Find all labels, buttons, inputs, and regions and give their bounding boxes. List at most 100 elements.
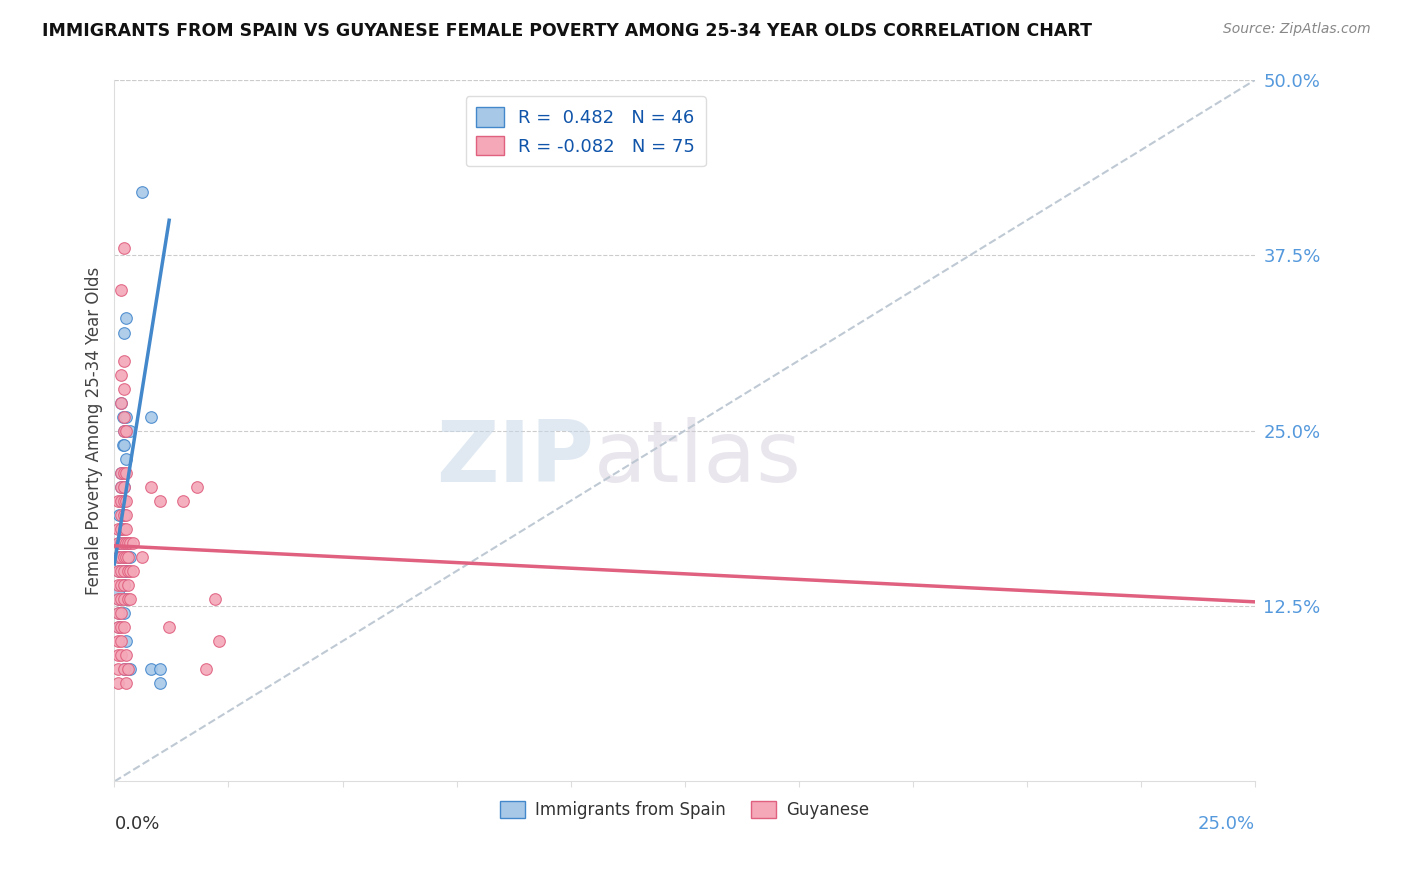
Point (114, 311, 136, 326)
Point (112, 578, 135, 592)
Point (120, 536, 142, 550)
Point (107, 585, 129, 599)
Point (110, 634, 132, 648)
Point (110, 549, 132, 564)
Point (107, 662, 129, 676)
Point (112, 522, 135, 536)
Point (112, 353, 135, 368)
Point (112, 662, 135, 676)
Point (117, 578, 139, 592)
Y-axis label: Female Poverty Among 25-34 Year Olds: Female Poverty Among 25-34 Year Olds (86, 267, 103, 595)
Point (114, 451, 136, 466)
Point (108, 549, 131, 564)
Point (112, 438, 135, 452)
Point (117, 662, 139, 676)
Point (121, 564, 143, 578)
Point (194, 662, 217, 676)
Point (107, 549, 129, 564)
Point (110, 493, 132, 508)
Point (112, 424, 135, 438)
Point (112, 493, 135, 508)
Point (111, 438, 134, 452)
Point (110, 395, 132, 409)
Point (112, 480, 135, 494)
Point (112, 620, 135, 634)
Point (112, 508, 135, 522)
Point (114, 522, 136, 536)
Point (172, 493, 194, 508)
Point (131, 185, 153, 199)
Point (114, 424, 136, 438)
Point (110, 480, 132, 494)
Point (157, 620, 180, 634)
Point (107, 522, 129, 536)
Point (110, 508, 132, 522)
Point (107, 564, 129, 578)
Point (110, 522, 132, 536)
Point (114, 648, 136, 662)
Point (114, 409, 136, 424)
Point (107, 606, 129, 620)
Point (110, 466, 132, 480)
Point (110, 592, 132, 607)
Point (114, 466, 136, 480)
Point (117, 592, 139, 607)
Point (208, 634, 231, 648)
Point (114, 676, 136, 690)
Point (110, 368, 132, 382)
Point (139, 409, 162, 424)
Point (149, 493, 172, 508)
Point (112, 382, 135, 396)
Point (112, 662, 135, 676)
Point (110, 648, 132, 662)
Point (110, 284, 132, 298)
Point (112, 536, 135, 550)
Point (107, 536, 129, 550)
Point (110, 536, 132, 550)
Point (114, 508, 136, 522)
Legend: Immigrants from Spain, Guyanese: Immigrants from Spain, Guyanese (494, 794, 876, 826)
Point (114, 564, 136, 578)
Point (112, 606, 135, 620)
Point (120, 549, 142, 564)
Point (149, 676, 172, 690)
Point (110, 395, 132, 409)
Point (112, 578, 135, 592)
Point (120, 592, 142, 607)
Point (120, 564, 142, 578)
Point (108, 592, 131, 607)
Point (107, 676, 129, 690)
Point (117, 564, 139, 578)
Point (110, 564, 132, 578)
Point (108, 620, 131, 634)
Point (114, 592, 136, 607)
Point (139, 662, 162, 676)
Point (107, 592, 129, 607)
Point (139, 480, 162, 494)
Point (120, 424, 142, 438)
Point (117, 549, 139, 564)
Point (121, 536, 143, 550)
Point (112, 409, 135, 424)
Point (107, 578, 129, 592)
Point (112, 480, 135, 494)
Point (112, 424, 135, 438)
Point (117, 536, 139, 550)
Point (107, 620, 129, 634)
Point (117, 536, 139, 550)
Point (117, 662, 139, 676)
Point (112, 592, 135, 607)
Point (112, 326, 135, 340)
Text: atlas: atlas (593, 417, 801, 500)
Point (131, 549, 153, 564)
Point (110, 480, 132, 494)
Point (110, 606, 132, 620)
Text: Source: ZipAtlas.com: Source: ZipAtlas.com (1223, 22, 1371, 37)
Point (107, 493, 129, 508)
Point (107, 634, 129, 648)
Text: ZIP: ZIP (436, 417, 593, 500)
Point (110, 578, 132, 592)
Point (149, 662, 172, 676)
Point (108, 508, 131, 522)
Point (108, 606, 131, 620)
